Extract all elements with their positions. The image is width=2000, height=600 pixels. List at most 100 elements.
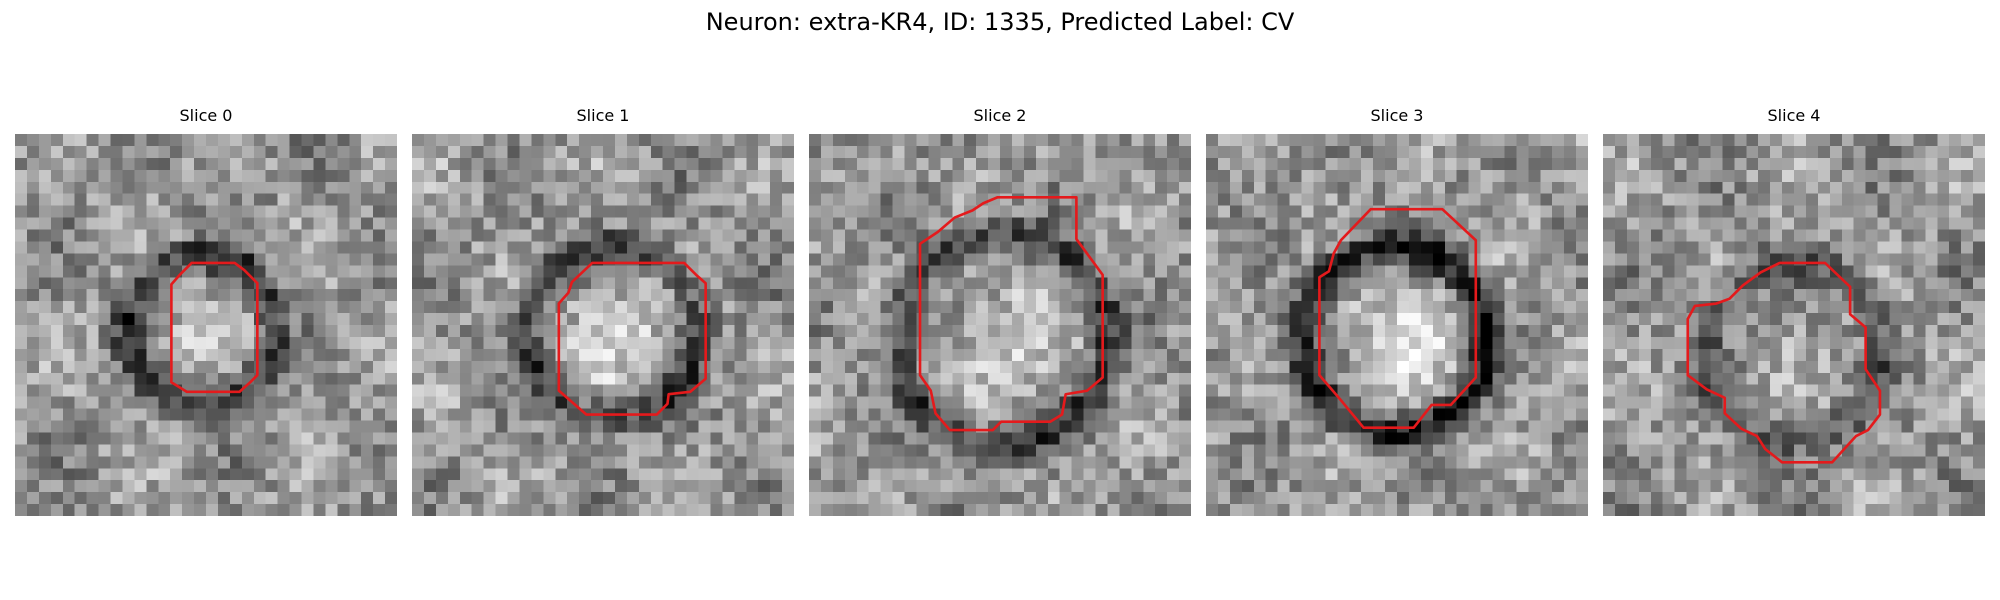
image-pixel bbox=[976, 468, 989, 481]
image-pixel bbox=[1710, 134, 1723, 147]
image-pixel bbox=[447, 456, 460, 469]
image-pixel bbox=[1023, 492, 1037, 505]
image-pixel bbox=[1155, 145, 1168, 159]
image-pixel bbox=[385, 432, 397, 445]
image-pixel bbox=[892, 217, 905, 230]
image-pixel bbox=[423, 492, 437, 505]
image-pixel bbox=[1131, 289, 1144, 302]
image-pixel bbox=[1961, 289, 1974, 302]
image-pixel bbox=[734, 360, 747, 373]
image-pixel bbox=[459, 348, 472, 362]
image-pixel bbox=[1794, 444, 1807, 457]
image-pixel bbox=[892, 348, 905, 362]
image-pixel bbox=[1337, 432, 1350, 445]
image-pixel bbox=[1301, 396, 1314, 409]
image-pixel bbox=[1698, 145, 1711, 159]
image-pixel bbox=[134, 134, 147, 147]
image-pixel bbox=[74, 253, 87, 266]
image-pixel bbox=[1770, 384, 1783, 397]
image-pixel bbox=[1817, 193, 1831, 206]
image-pixel bbox=[543, 241, 556, 254]
image-pixel bbox=[98, 241, 111, 254]
image-pixel bbox=[722, 277, 735, 290]
image-pixel bbox=[722, 336, 735, 350]
image-pixel bbox=[1349, 372, 1362, 385]
image-pixel bbox=[1083, 157, 1096, 171]
image-pixel bbox=[289, 229, 302, 242]
image-pixel bbox=[1540, 336, 1553, 350]
image-pixel bbox=[1253, 325, 1266, 338]
image-pixel bbox=[1035, 313, 1048, 326]
image-pixel bbox=[459, 360, 472, 373]
image-pixel bbox=[289, 384, 302, 397]
image-pixel bbox=[1913, 229, 1926, 242]
image-pixel bbox=[1841, 157, 1854, 171]
image-pixel bbox=[349, 134, 362, 147]
image-pixel bbox=[626, 348, 640, 362]
image-pixel bbox=[483, 480, 496, 493]
image-pixel bbox=[1023, 301, 1037, 314]
image-pixel bbox=[844, 169, 857, 182]
image-pixel bbox=[483, 289, 496, 302]
image-pixel bbox=[567, 336, 580, 350]
image-pixel bbox=[1722, 145, 1735, 159]
image-pixel bbox=[614, 193, 628, 206]
image-pixel bbox=[265, 134, 278, 147]
image-pixel bbox=[447, 492, 460, 505]
image-pixel bbox=[770, 336, 783, 350]
image-pixel bbox=[435, 336, 449, 350]
image-pixel bbox=[988, 336, 1001, 350]
image-pixel bbox=[519, 396, 532, 409]
image-pixel bbox=[1638, 372, 1651, 385]
image-pixel bbox=[1083, 277, 1096, 290]
image-pixel bbox=[1564, 408, 1577, 421]
image-pixel bbox=[1277, 169, 1290, 182]
image-pixel bbox=[868, 181, 881, 194]
image-pixel bbox=[182, 229, 195, 242]
image-pixel bbox=[1552, 504, 1565, 516]
image-pixel bbox=[1444, 313, 1457, 326]
image-pixel bbox=[782, 456, 794, 469]
image-pixel bbox=[904, 432, 917, 445]
image-pixel bbox=[1650, 145, 1663, 159]
image-pixel bbox=[686, 301, 699, 314]
image-pixel bbox=[1241, 229, 1254, 242]
image-pixel bbox=[1444, 169, 1457, 182]
image-pixel bbox=[1770, 241, 1783, 254]
image-pixel bbox=[1349, 169, 1362, 182]
image-pixel bbox=[62, 360, 75, 373]
image-pixel bbox=[1782, 301, 1795, 314]
image-pixel bbox=[1397, 229, 1410, 242]
image-pixel bbox=[241, 229, 254, 242]
image-pixel bbox=[1817, 432, 1831, 445]
image-pixel bbox=[1480, 205, 1493, 218]
image-pixel bbox=[892, 325, 905, 338]
image-pixel bbox=[1277, 205, 1290, 218]
image-pixel bbox=[507, 432, 520, 445]
image-pixel bbox=[555, 277, 568, 290]
image-pixel bbox=[1480, 253, 1493, 266]
image-pixel bbox=[435, 444, 449, 457]
image-pixel bbox=[1011, 360, 1025, 373]
image-pixel bbox=[1758, 169, 1771, 182]
image-pixel bbox=[1540, 193, 1553, 206]
image-pixel bbox=[1841, 169, 1854, 182]
image-pixel bbox=[74, 277, 87, 290]
image-pixel bbox=[483, 277, 496, 290]
image-pixel bbox=[686, 241, 699, 254]
image-pixel bbox=[1444, 301, 1457, 314]
image-pixel bbox=[1289, 456, 1302, 469]
image-pixel bbox=[483, 372, 496, 385]
image-pixel bbox=[74, 360, 87, 373]
image-pixel bbox=[289, 181, 302, 194]
image-pixel bbox=[1011, 313, 1025, 326]
image-pixel bbox=[50, 384, 63, 397]
image-pixel bbox=[435, 229, 449, 242]
image-pixel bbox=[253, 372, 266, 385]
image-pixel bbox=[591, 134, 604, 147]
image-pixel bbox=[217, 265, 231, 278]
image-pixel bbox=[1516, 265, 1529, 278]
image-pixel bbox=[495, 265, 508, 278]
image-pixel bbox=[1901, 360, 1914, 373]
image-pixel bbox=[770, 492, 783, 505]
